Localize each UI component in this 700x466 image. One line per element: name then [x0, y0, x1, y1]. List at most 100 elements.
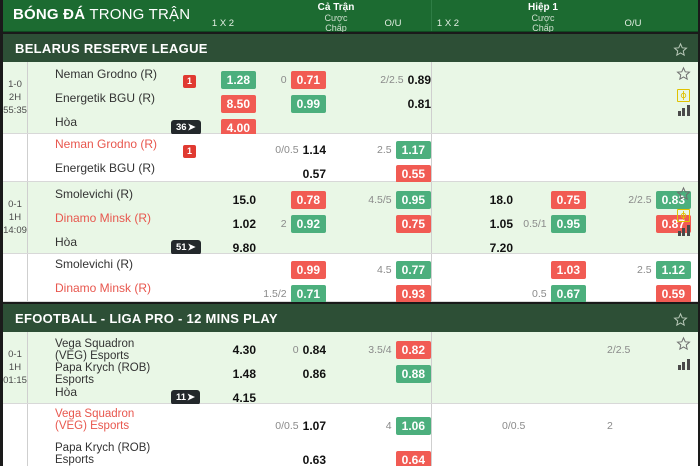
sub-half-handicap-1[interactable]: 0.5 0.67 [508, 282, 586, 306]
sub-half-ou-1-value[interactable]: 0.59 [655, 285, 691, 303]
full-ou-0[interactable]: 2/2.5 0.89 [353, 68, 431, 92]
full-1x2-2[interactable]: 9.80 [178, 236, 256, 260]
market-count-chip[interactable]: 36 ➤ [171, 117, 201, 135]
team-name[interactable]: Smolevichi (R) [55, 187, 134, 201]
full-handicap-1-value[interactable]: 0.92 [290, 215, 326, 233]
team-name[interactable]: Papa Krych (ROB) Esports [55, 362, 151, 386]
full-1x2-1-value[interactable]: 1.02 [232, 217, 256, 231]
full-1x2-2-value[interactable]: 9.80 [232, 241, 256, 255]
full-ou-1[interactable]: 0.75 [353, 212, 431, 236]
star-icon[interactable] [673, 312, 688, 332]
stats-icon[interactable] [677, 105, 690, 116]
sub-full-ou-1[interactable]: 0.93 [353, 282, 431, 306]
team-name[interactable]: Hòa [55, 235, 78, 249]
sub-full-ou-1-value[interactable]: 0.55 [395, 165, 431, 183]
full-handicap-0[interactable]: 0.78 [248, 188, 326, 212]
sub-full-ou-0-value[interactable]: 1.06 [395, 417, 431, 435]
full-handicap-0-value[interactable]: 0.84 [302, 343, 326, 357]
team-name[interactable]: Vega Squadron (VEG) Esports [55, 408, 135, 432]
team-name[interactable]: Dinamo Minsk (R) [55, 281, 152, 295]
sub-full-handicap-1-value[interactable]: 0.57 [302, 167, 326, 181]
full-handicap-1-value[interactable]: 0.86 [302, 367, 326, 381]
full-handicap-0[interactable]: 0 0.84 [248, 338, 326, 362]
full-ou-0-value[interactable]: 0.89 [407, 73, 431, 87]
half-1x2-0-value[interactable]: 18.0 [489, 193, 513, 207]
sub-full-ou-1[interactable]: 0.64 [353, 448, 431, 466]
sub-half-handicap-0[interactable]: 1.03 [508, 258, 586, 282]
full-1x2-0[interactable]: 4.30 [178, 338, 256, 362]
league-header[interactable]: BELARUS RESERVE LEAGUE [3, 32, 698, 62]
full-1x2-0-value[interactable]: 1.28 [220, 71, 256, 89]
team-name[interactable]: Papa Krych (ROB) Esports [55, 442, 151, 466]
sub-half-handicap-1-value[interactable]: 0.67 [550, 285, 586, 303]
half-handicap-0[interactable]: 0.75 [508, 188, 586, 212]
sub-full-ou-0-value[interactable]: 1.17 [395, 141, 431, 159]
full-ou-1[interactable]: 0.88 [353, 362, 431, 386]
full-ou-1[interactable]: 0.81 [353, 92, 431, 116]
sub-half-ou-1[interactable]: 0.59 [613, 282, 691, 306]
full-handicap-1[interactable]: 0.99 [248, 92, 326, 116]
stats-icon[interactable] [677, 359, 690, 370]
full-1x2-1[interactable]: 8.50 [178, 92, 256, 116]
half-handicap-1-value[interactable]: 0.95 [550, 215, 586, 233]
sub-full-ou-0[interactable]: 4.5 0.77 [353, 258, 431, 282]
stats-icon[interactable] [677, 225, 690, 236]
half-handicap-1[interactable]: 0.5/1 0.95 [508, 212, 586, 236]
full-1x2-1[interactable]: 1.02 [178, 212, 256, 236]
sub-full-handicap-0-value[interactable]: 1.14 [302, 143, 326, 157]
sub-full-handicap-1-value[interactable]: 0.63 [302, 453, 326, 466]
sub-full-handicap-0-value[interactable]: 1.07 [302, 419, 326, 433]
half-1x2-2-value[interactable]: 7.20 [489, 241, 513, 255]
team-name[interactable]: Neman Grodno (R) [55, 67, 158, 81]
full-ou-0[interactable]: 4.5/5 0.95 [353, 188, 431, 212]
full-1x2-1-value[interactable]: 1.48 [232, 367, 256, 381]
full-ou-0-value[interactable]: 0.95 [395, 191, 431, 209]
full-handicap-1-value[interactable]: 0.99 [290, 95, 326, 113]
team-name[interactable]: Neman Grodno (R) [55, 137, 158, 151]
full-1x2-0-value[interactable]: 15.0 [232, 193, 256, 207]
sub-full-ou-0[interactable]: 4 1.06 [353, 414, 431, 438]
sub-half-ou-0-value[interactable]: 1.12 [655, 261, 691, 279]
sub-half-handicap-0-value[interactable]: 1.03 [550, 261, 586, 279]
full-handicap-0-value[interactable]: 0.71 [290, 71, 326, 89]
half-1x2-0[interactable]: 18.0 [435, 188, 513, 212]
sub-full-ou-1-value[interactable]: 0.93 [395, 285, 431, 303]
full-handicap-0[interactable]: 0 0.71 [248, 68, 326, 92]
full-ou-0[interactable]: 3.5/4 0.82 [353, 338, 431, 362]
full-1x2-0[interactable]: 1.28 [178, 68, 256, 92]
full-ou-1-value[interactable]: 0.81 [407, 97, 431, 111]
market-count-chip[interactable]: 11 ➤ [171, 387, 201, 405]
full-1x2-1[interactable]: 1.48 [178, 362, 256, 386]
market-count-chip[interactable]: 51 ➤ [171, 237, 201, 255]
sub-full-handicap-1-value[interactable]: 0.71 [290, 285, 326, 303]
full-1x2-0[interactable]: 15.0 [178, 188, 256, 212]
team-name[interactable]: Energetik BGU (R) [55, 161, 156, 175]
full-1x2-1-value[interactable]: 8.50 [220, 95, 256, 113]
sub-full-handicap-0[interactable]: 0.99 [248, 258, 326, 282]
pitch-icon[interactable] [677, 209, 690, 222]
full-ou-1-value[interactable]: 0.88 [395, 365, 431, 383]
star-icon[interactable] [673, 42, 688, 62]
sub-full-ou-1[interactable]: 0.55 [353, 162, 431, 186]
team-name[interactable]: Energetik BGU (R) [55, 91, 156, 105]
full-1x2-2-value[interactable]: 4.15 [232, 391, 256, 405]
sub-full-handicap-0[interactable]: 0/0.5 1.07 [248, 414, 326, 438]
sub-full-ou-1-value[interactable]: 0.64 [395, 451, 431, 466]
half-1x2-1[interactable]: 1.05 [435, 212, 513, 236]
full-ou-1-value[interactable]: 0.75 [395, 215, 431, 233]
full-1x2-2[interactable]: 4.00 [178, 116, 256, 140]
sub-half-ou-0[interactable]: 2.5 1.12 [613, 258, 691, 282]
full-ou-0-value[interactable]: 0.82 [395, 341, 431, 359]
full-handicap-1[interactable]: 0.86 [248, 362, 326, 386]
half-handicap-0-value[interactable]: 0.75 [550, 191, 586, 209]
half-ou-0-value[interactable]: 0.83 [655, 191, 691, 209]
full-handicap-1[interactable]: 2 0.92 [248, 212, 326, 236]
full-1x2-2-value[interactable]: 4.00 [220, 119, 256, 137]
team-name[interactable]: Hòa [55, 115, 78, 129]
star-icon[interactable] [676, 66, 691, 86]
half-ou-0[interactable]: 2/2.5 0.83 [613, 188, 691, 212]
team-name[interactable]: Hòa [55, 385, 78, 399]
full-1x2-0-value[interactable]: 4.30 [232, 343, 256, 357]
sub-full-handicap-1[interactable]: 1.5/2 0.71 [248, 282, 326, 306]
team-name[interactable]: Vega Squadron (VEG) Esports [55, 338, 135, 362]
